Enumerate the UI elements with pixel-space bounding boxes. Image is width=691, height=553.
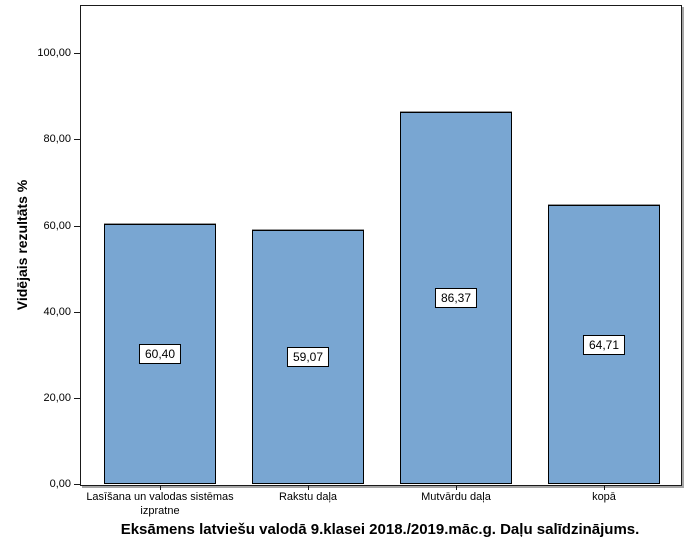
bar-value-label: 60,40 — [138, 344, 182, 364]
bar-value-label: 86,37 — [434, 288, 478, 308]
x-axis-tick-mark — [604, 485, 605, 490]
y-tick-label: 60,00 — [43, 219, 71, 232]
bar-value-label: 59,07 — [286, 347, 330, 367]
x-tick-label: Lasīšana un valodas sistēmas izpratne — [86, 491, 234, 517]
x-axis-tick-mark — [308, 485, 309, 490]
y-tick-label: 80,00 — [43, 133, 71, 146]
bar-value-label: 64,71 — [582, 334, 626, 355]
y-axis-tick-mark — [74, 484, 81, 485]
y-axis-tick-mark — [74, 311, 81, 313]
x-axis-tick-mark — [456, 485, 457, 490]
y-axis-tick-mark — [74, 225, 81, 227]
x-axis-tick-mark — [160, 485, 161, 490]
y-axis-tick-mark — [74, 397, 81, 399]
x-tick-label: Rakstu daļa — [278, 491, 338, 503]
y-axis-tick-mark — [74, 53, 81, 55]
y-tick-label: 100,00 — [37, 47, 71, 60]
y-axis-title: Vidējais rezultāts % — [14, 179, 30, 311]
chart-title: Eksāmens latviešu valodā 9.klasei 2018./… — [120, 521, 640, 538]
y-tick-label: 0,00 — [49, 478, 71, 490]
y-axis-tick-mark — [74, 139, 81, 141]
y-tick-label: 20,00 — [43, 391, 71, 404]
y-tick-label: 40,00 — [43, 305, 71, 318]
x-tick-label: kopā — [592, 491, 616, 503]
x-tick-label: Mutvārdu daļa — [421, 491, 491, 503]
